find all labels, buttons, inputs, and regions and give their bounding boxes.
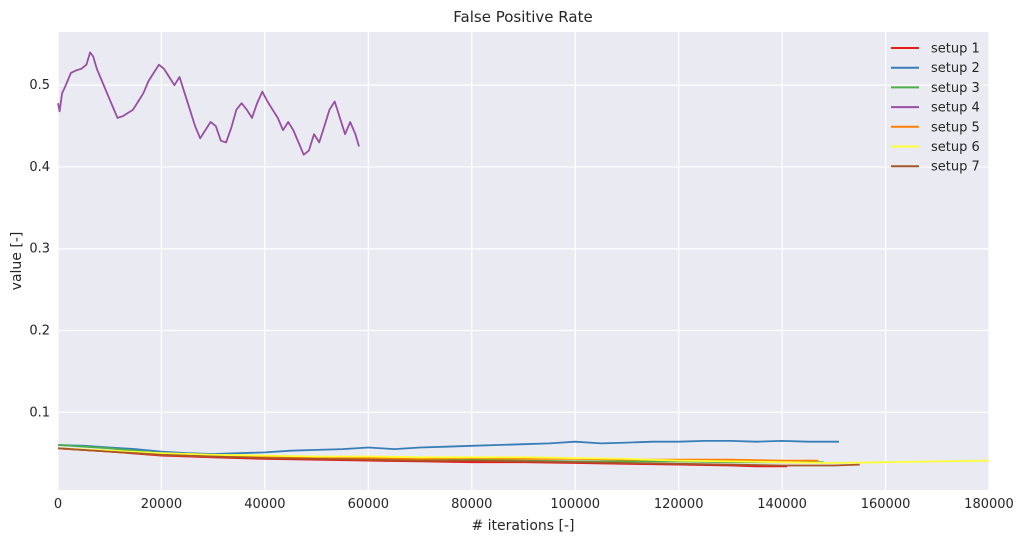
- y-tick-label: 0.4: [29, 160, 50, 175]
- legend: setup 1 setup 2 setup 3 setup 4 setup 5 setup…: [891, 42, 980, 175]
- y-tick-label: 0.5: [29, 78, 50, 93]
- legend-label: setup 3: [931, 81, 980, 96]
- x-axis-label: # iterations [-]: [471, 518, 574, 534]
- legend-label: setup 4: [931, 101, 980, 116]
- series-line-setup-6: [57, 447, 990, 464]
- x-tick-label: 180000: [964, 497, 1014, 512]
- x-axis-ticks: 0 20000 40000 60000 80000 100000 120000 140000 1…: [54, 497, 1014, 512]
- x-tick-label: 40000: [244, 497, 285, 512]
- x-tick-label: 80000: [451, 497, 492, 512]
- series-line-setup-7: [57, 447, 860, 467]
- series-line-setup-4: [57, 51, 360, 156]
- chart-title: False Positive Rate: [453, 8, 592, 26]
- x-tick-label: 20000: [141, 497, 182, 512]
- y-axis-label: value [-]: [9, 232, 25, 291]
- legend-label: setup 1: [931, 42, 980, 57]
- x-tick-label: 0: [54, 497, 62, 512]
- x-tick-label: 120000: [654, 497, 704, 512]
- legend-label: setup 6: [931, 140, 980, 155]
- legend-label: setup 2: [931, 61, 980, 76]
- x-tick-label: 60000: [348, 497, 389, 512]
- gridlines: [57, 32, 990, 490]
- legend-label: setup 7: [931, 160, 980, 175]
- y-axis-ticks: 0.1 0.2 0.3 0.4 0.5: [29, 78, 50, 420]
- x-tick-label: 160000: [861, 497, 911, 512]
- y-tick-label: 0.2: [29, 324, 50, 339]
- y-tick-label: 0.1: [29, 405, 50, 420]
- series-layer: [57, 51, 990, 468]
- legend-label: setup 5: [931, 120, 980, 135]
- x-tick-label: 100000: [550, 497, 600, 512]
- x-tick-label: 140000: [757, 497, 807, 512]
- plot-area: [58, 32, 989, 490]
- y-tick-label: 0.3: [29, 242, 50, 257]
